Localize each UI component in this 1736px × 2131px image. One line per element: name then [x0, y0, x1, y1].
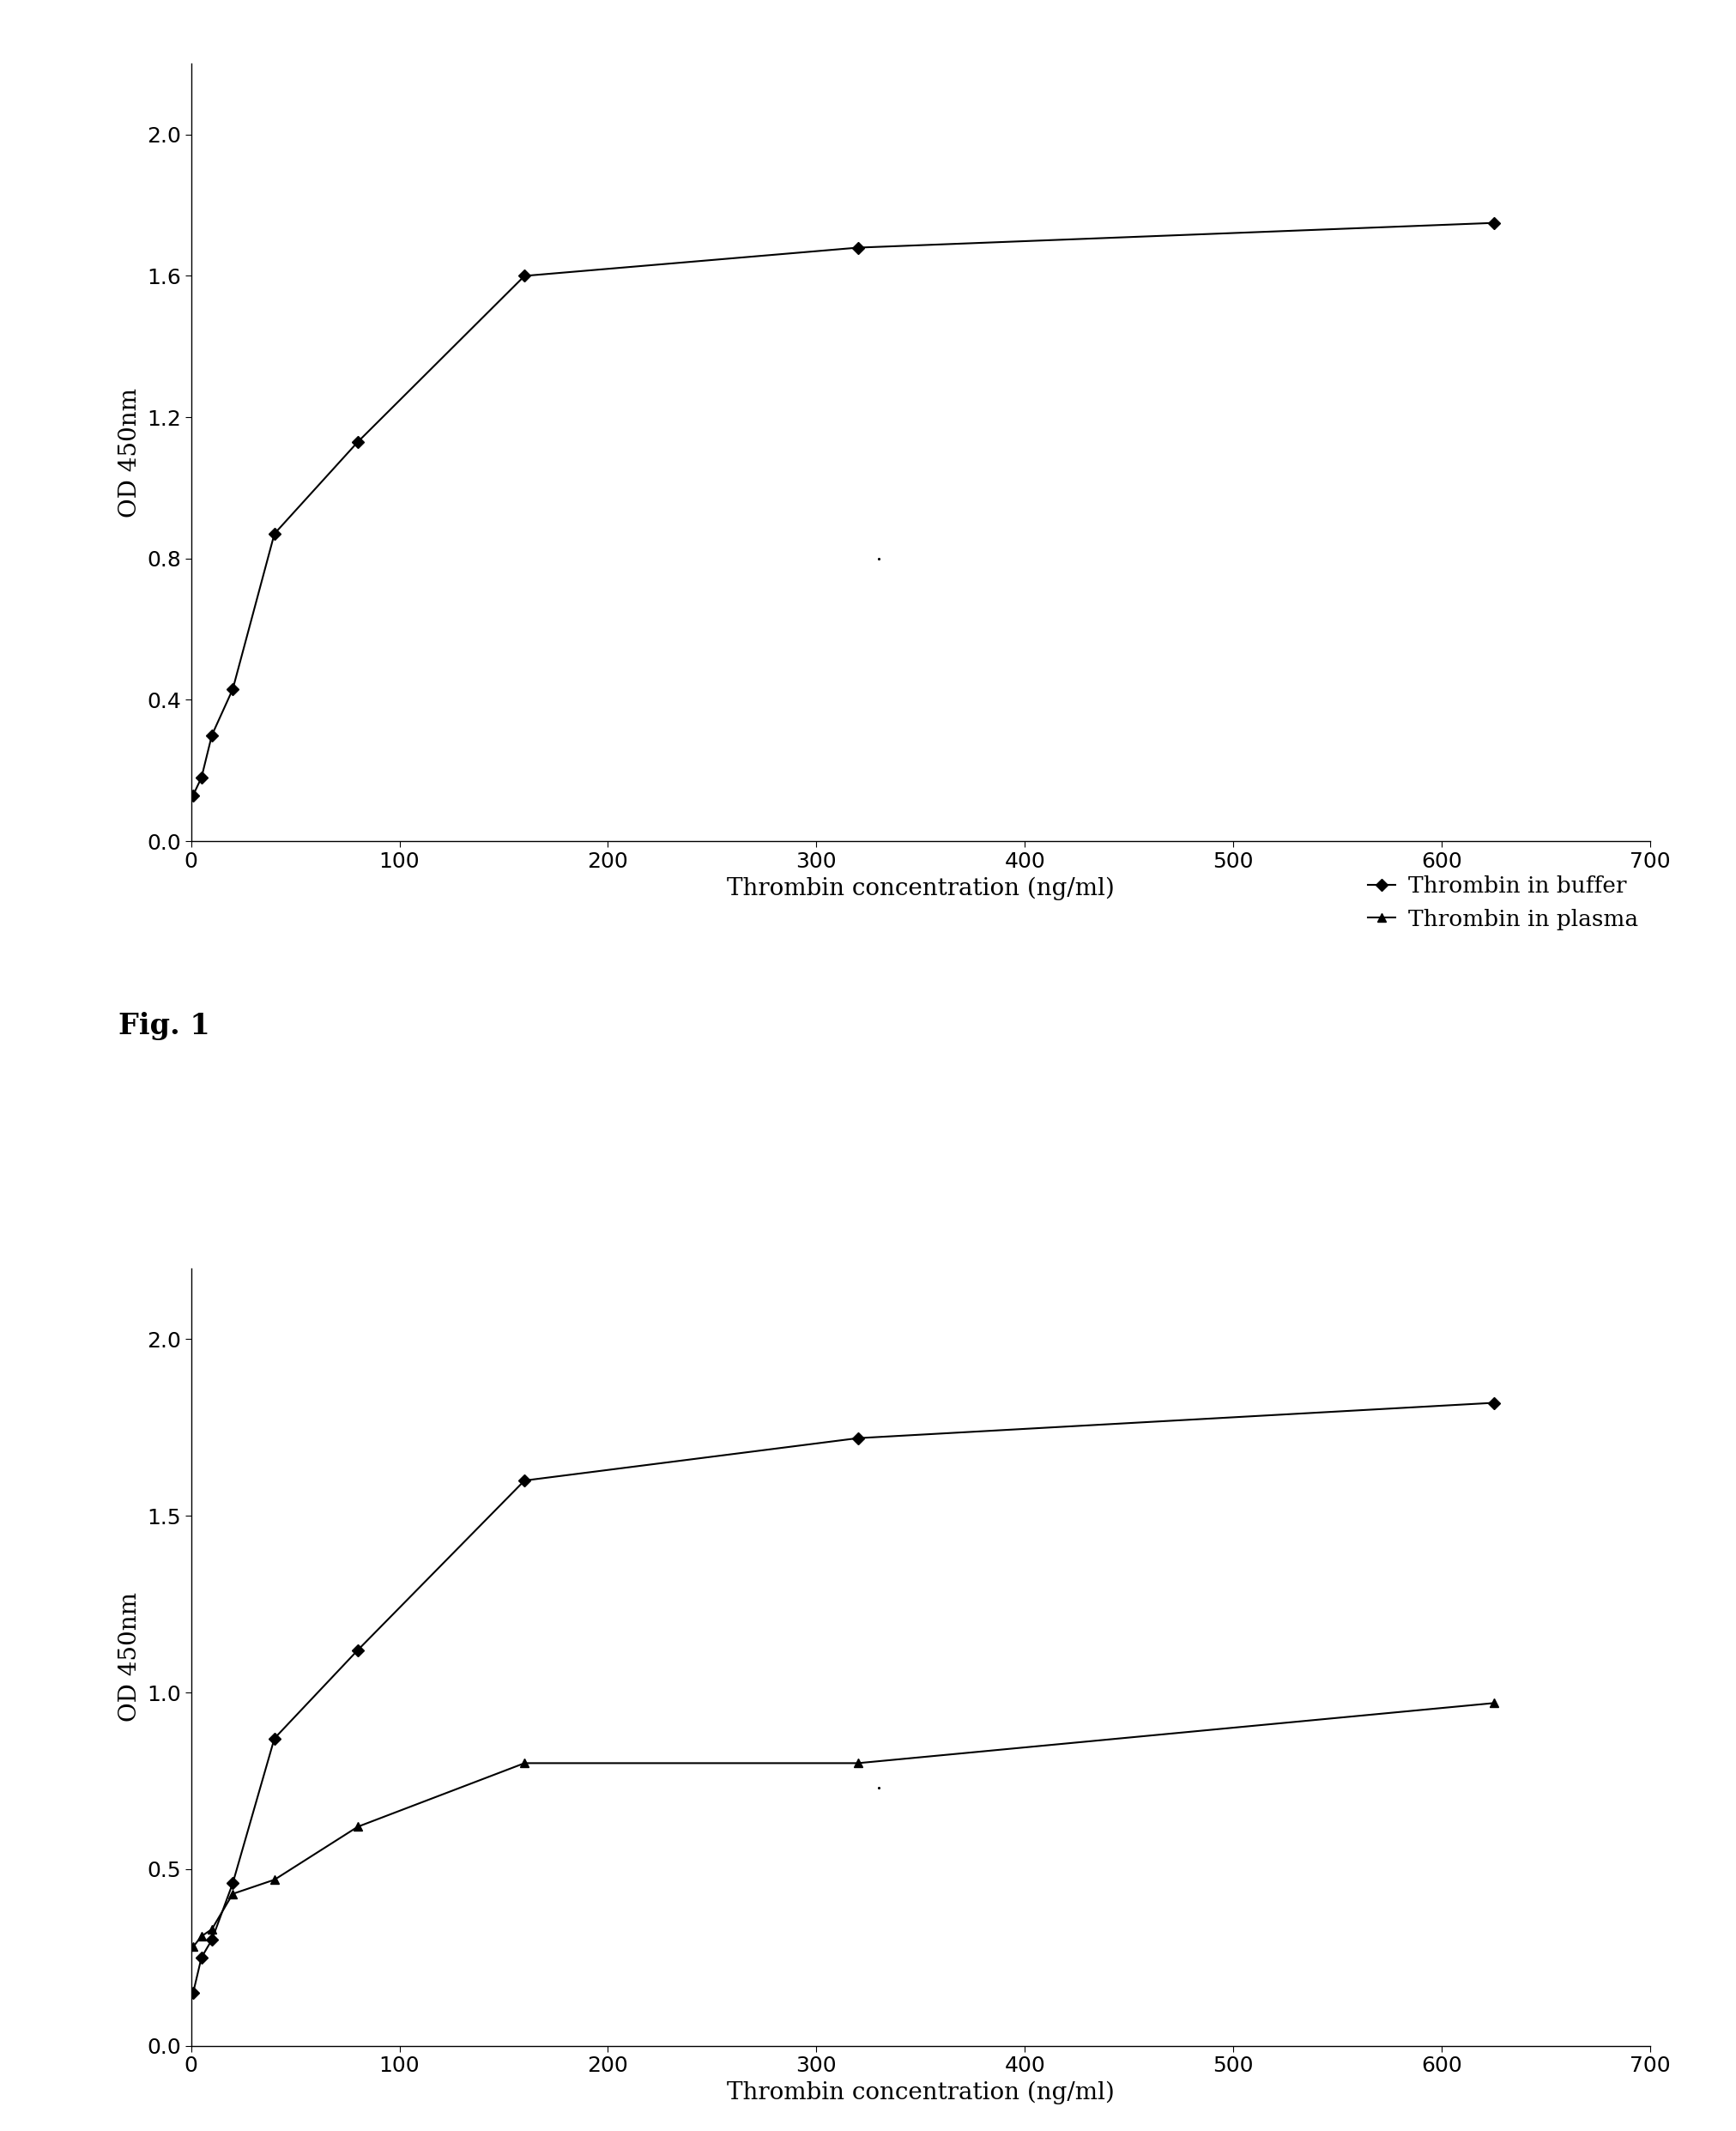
Thrombin in buffer — [1483, 1389, 1503, 1415]
Thrombin in buffer — [347, 1637, 368, 1662]
Thrombin in plasma — [1483, 1690, 1503, 1715]
Thrombin in buffer — [191, 1946, 212, 1971]
Thrombin in plasma — [182, 1935, 203, 1961]
Thrombin in buffer — [182, 1980, 203, 2005]
X-axis label: Thrombin concentration (ng/ml): Thrombin concentration (ng/ml) — [726, 2082, 1115, 2105]
Y-axis label: OD 450nm: OD 450nm — [118, 1592, 142, 1722]
Thrombin in plasma — [201, 1916, 222, 1941]
Line: Thrombin in plasma: Thrombin in plasma — [189, 1698, 1496, 1952]
Thrombin in plasma — [222, 1882, 243, 1907]
Thrombin in buffer — [264, 1726, 285, 1752]
Line: Thrombin in buffer: Thrombin in buffer — [189, 1398, 1496, 1997]
Thrombin in plasma — [264, 1867, 285, 1892]
Thrombin in buffer — [222, 1871, 243, 1897]
Thrombin in plasma — [847, 1750, 868, 1775]
Legend: Thrombin in buffer, Thrombin in plasma: Thrombin in buffer, Thrombin in plasma — [1368, 876, 1637, 929]
Thrombin in plasma — [514, 1750, 535, 1775]
Thrombin in plasma — [191, 1924, 212, 1950]
Thrombin in buffer — [514, 1468, 535, 1494]
X-axis label: Thrombin concentration (ng/ml): Thrombin concentration (ng/ml) — [726, 876, 1115, 899]
Thrombin in buffer — [201, 1926, 222, 1952]
Thrombin in buffer — [847, 1426, 868, 1451]
Text: Fig. 1: Fig. 1 — [118, 1012, 210, 1040]
Y-axis label: OD 450nm: OD 450nm — [118, 388, 142, 518]
Thrombin in plasma — [347, 1813, 368, 1839]
